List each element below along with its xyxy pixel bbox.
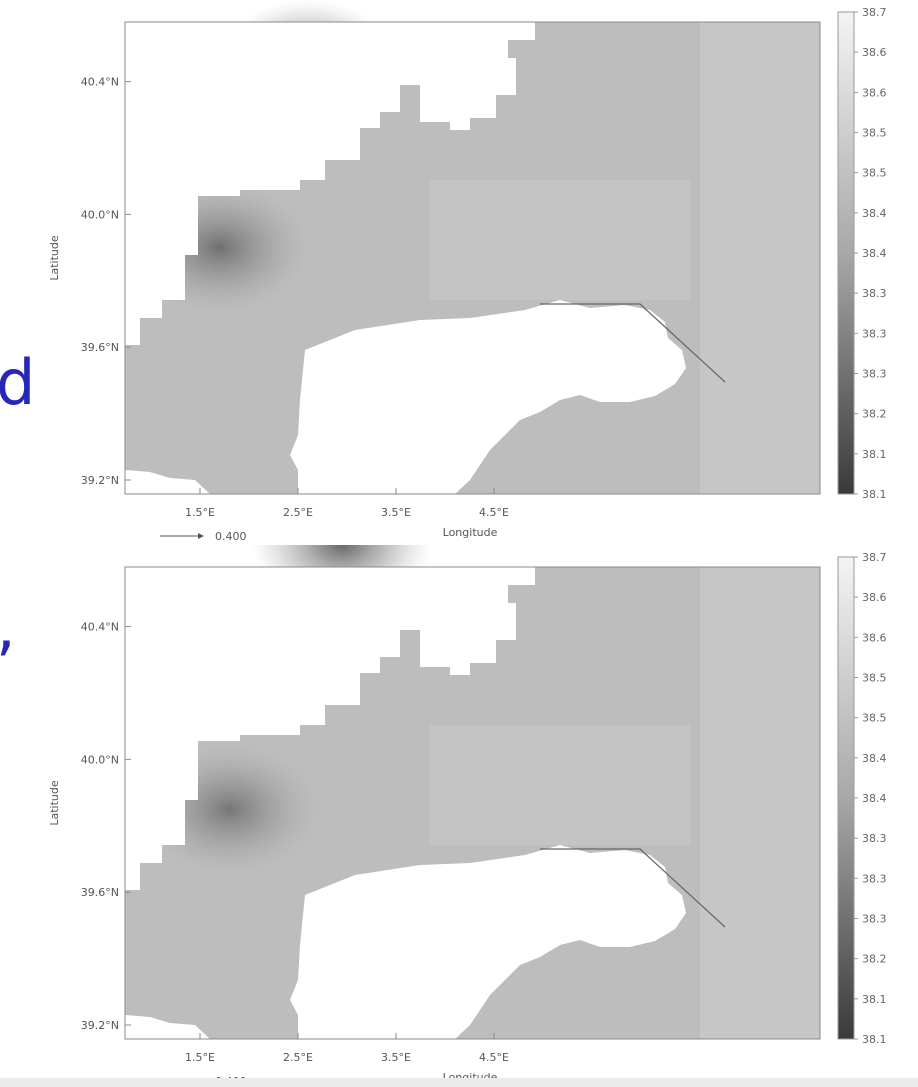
sea-east-band [700,567,820,1039]
colorbar-tick-label: 38.3 [862,327,887,340]
lon-tick-label: 4.5°E [479,506,509,519]
colorbar-tick-label: 38.7 [862,6,887,19]
lat-tick-label: 39.6°N [81,341,119,354]
x-axis-label: Longitude [443,526,498,539]
colorbar-tick-label: 38.5 [862,672,887,685]
colorbar-tick-label: 38.4 [862,247,887,260]
lon-tick-label: 2.5°E [283,506,313,519]
colorbar-tick-label: 38.4 [862,752,887,765]
section-line [540,303,726,383]
sea-light-patch [430,725,690,845]
salinity-map-bottom: 41.6°N41.2°N40.8°N40.4°N40.0°N39.6°N39.2… [48,545,887,1085]
colorbar [837,11,855,495]
colorbar-tick-label: 38.3 [862,872,887,885]
lon-tick-label: 4.5°E [479,1051,509,1064]
colorbar-tick-label: 38.2 [862,408,887,421]
lon-tick-label: 3.5°E [381,1051,411,1064]
lat-tick-label: 40.0°N [81,753,119,766]
colorbar-tick-label: 38.4 [862,207,887,220]
colorbar-tick-label: 38.1 [862,448,887,461]
colorbar-tick-label: 38.1 [862,993,887,1006]
colorbar-tick-label: 38.4 [862,792,887,805]
map-panel-top: 41.6°N41.2°N40.8°N40.4°N40.0°N39.6°N39.2… [0,0,918,540]
land-island [290,845,686,1039]
colorbar-tick-label: 38.3 [862,913,887,926]
lon-tick-label: 1.5°E [185,506,215,519]
colorbar-tick-label: 38.3 [862,287,887,300]
lon-tick-label: 1.5°E [185,1051,215,1064]
lat-tick-label: 39.2°N [81,474,119,487]
land-coast-southwest [125,1015,210,1039]
colorbar-tick-label: 38.1 [862,1033,887,1046]
cropped-side-text-lower: , [0,596,16,658]
y-axis-label: Latitude [48,780,61,826]
colorbar-tick-label: 38.5 [862,712,887,725]
vector-scale-label: 0.400 [215,530,247,540]
lat-tick-label: 39.2°N [81,1019,119,1032]
footer-strip [0,1078,918,1087]
lon-tick-label: 2.5°E [283,1051,313,1064]
lat-tick-label: 40.0°N [81,208,119,221]
land-coast-north [125,22,820,345]
map-frame [124,566,821,1040]
colorbar-tick-label: 38.6 [862,46,887,59]
map-panel-bottom: 41.6°N41.2°N40.8°N40.4°N40.0°N39.6°N39.2… [0,545,918,1085]
cropped-side-text-upper: d [0,346,36,419]
land-coast-north [125,567,820,890]
colorbar-tick-label: 38.6 [862,86,887,99]
sea-east-band [700,22,820,494]
salinity-map-top: 41.6°N41.2°N40.8°N40.4°N40.0°N39.6°N39.2… [48,0,887,540]
y-axis-label: Latitude [48,235,61,281]
colorbar-tick-label: 38.5 [862,167,887,180]
colorbar-tick-label: 38.3 [862,832,887,845]
colorbar [837,556,855,1040]
lon-tick-label: 3.5°E [381,506,411,519]
sea-light-patch [430,180,690,300]
colorbar-tick-label: 38.1 [862,488,887,501]
colorbar-tick-label: 38.5 [862,127,887,140]
colorbar-tick-label: 38.3 [862,368,887,381]
map-frame [124,21,821,495]
lat-tick-label: 39.6°N [81,886,119,899]
colorbar-tick-label: 38.7 [862,551,887,564]
vector-scale-arrowhead [198,533,204,539]
colorbar-tick-label: 38.2 [862,953,887,966]
lat-tick-label: 40.4°N [81,76,119,89]
colorbar-tick-label: 38.6 [862,631,887,644]
section-line [540,848,726,928]
land-coast-southwest [125,470,210,494]
lat-tick-label: 40.4°N [81,621,119,634]
colorbar-tick-label: 38.6 [862,591,887,604]
land-island [290,300,686,494]
